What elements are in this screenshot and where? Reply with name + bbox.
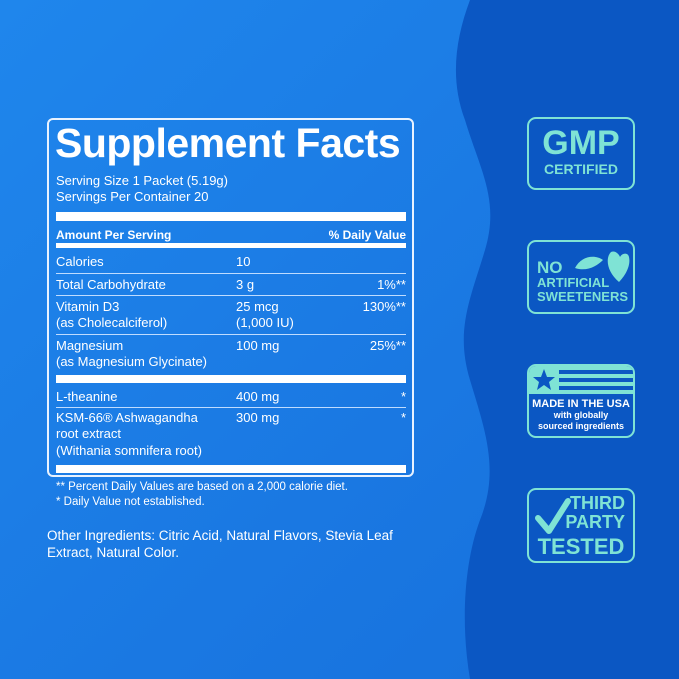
badge-text: MADE IN THE USA — [532, 398, 630, 410]
footnote: ** Percent Daily Values are based on a 2… — [56, 481, 348, 493]
divider-thick — [56, 465, 406, 473]
row-amount: 3 g — [236, 277, 255, 292]
row-dv: * — [400, 410, 406, 425]
badge-text: THIRD — [570, 493, 625, 513]
badge-no-artificial-sweeteners: NO ARTIFICIAL SWEETENERS — [527, 240, 635, 314]
panel-title: Supplement Facts — [55, 120, 401, 166]
badge-certified-text: CERTIFIED — [544, 161, 618, 177]
serving-size: Serving Size 1 Packet (5.19g) — [56, 173, 228, 188]
divider — [56, 334, 406, 335]
divider-thick — [56, 212, 406, 221]
row-amount-sub: (1,000 IU) — [236, 315, 294, 330]
divider — [56, 407, 406, 408]
row-name: Total Carbohydrate — [56, 277, 166, 292]
badge-text: with globally — [553, 410, 609, 420]
row-amount: 400 mg — [236, 389, 280, 404]
row-dv: * — [400, 389, 406, 404]
row-amount: 100 mg — [236, 338, 280, 353]
footnote: * Daily Value not established. — [56, 496, 205, 508]
badge-text: SWEETENERS — [537, 289, 629, 304]
row-amount: 300 mg — [236, 410, 280, 425]
checkmark-icon — [535, 498, 571, 534]
row-name-sub: (as Cholecalciferol) — [56, 315, 168, 330]
badge-made-in-usa: MADE IN THE USA with globally sourced in… — [527, 364, 635, 438]
divider-thick — [56, 375, 406, 383]
row-amount: 25 mcg — [236, 299, 279, 314]
row-name-sub: (Withania somnifera root) — [56, 443, 202, 458]
badge-text: TESTED — [537, 534, 625, 559]
badge-third-party-tested: THIRD PARTY TESTED — [527, 488, 635, 563]
row-name: KSM-66® Ashwagandha — [56, 410, 198, 425]
row-name-sub: (as Magnesium Glycinate) — [56, 354, 207, 369]
divider — [56, 295, 406, 296]
row-name: Vitamin D3 — [56, 299, 120, 314]
badge-text: PARTY — [565, 512, 625, 532]
row-name-sub: root extract — [56, 426, 122, 441]
badge-gmp-certified: GMP CERTIFIED — [527, 117, 635, 190]
other-ingredients: Other Ingredients: Citric Acid, Natural … — [47, 528, 393, 543]
other-ingredients: Extract, Natural Color. — [47, 545, 180, 560]
row-name: L-theanine — [56, 389, 118, 404]
header-daily-value: % Daily Value — [328, 228, 406, 242]
servings-per-container: Servings Per Container 20 — [56, 189, 209, 204]
badge-gmp-text: GMP — [542, 124, 620, 162]
divider-medium — [56, 243, 406, 248]
row-dv: 130%** — [362, 299, 406, 314]
supplement-facts-panel — [47, 118, 414, 477]
row-name: Magnesium — [56, 338, 124, 353]
badge-text: sourced ingredients — [537, 421, 625, 431]
header-amount: Amount Per Serving — [56, 228, 172, 242]
row-amount: 10 — [236, 254, 251, 269]
row-name: Calories — [56, 254, 104, 269]
badge-text-group: THIRD PARTY — [565, 494, 625, 532]
divider — [56, 273, 406, 274]
flag-icon — [529, 366, 633, 394]
stevia-leaf-icon — [575, 251, 630, 282]
row-dv: 1%** — [377, 277, 406, 292]
badge-text: ARTIFICIAL — [537, 275, 610, 290]
badge-text: NO — [537, 258, 563, 277]
row-dv: 25%** — [369, 338, 406, 353]
